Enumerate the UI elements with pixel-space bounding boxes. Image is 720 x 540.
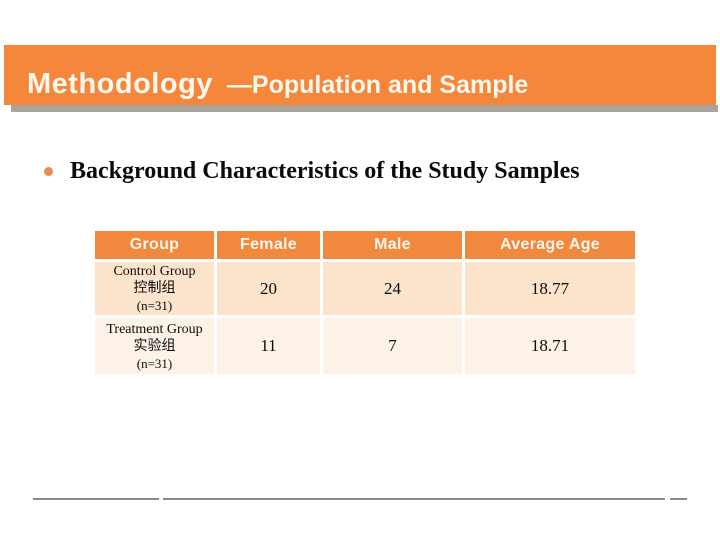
footer-line-center [163,498,665,500]
bullet-item: Background Characteristics of the Study … [44,156,580,186]
footer-line-left [33,498,159,500]
slide-title-primary: Methodology [27,67,213,100]
footer-line-right [670,498,687,500]
table-row: Treatment Group 实验组 (n=31) [95,318,214,374]
group-name-zh: 控制组 [133,281,176,296]
cell-average-age: 18.77 [465,262,635,315]
group-name-zh: 实验组 [133,338,176,354]
cell-male-count: 7 [323,318,462,374]
slide-title-bar: Methodology —Population and Sample [4,45,716,105]
sample-characteristics-table: Group Female Male Average Age Control Gr… [95,231,635,374]
group-name-en: Control Group [113,264,196,279]
cell-average-age: 18.71 [465,318,635,374]
table-header-male: Male [323,231,462,259]
table-row: Control Group 控制组 (n=31) [95,262,214,315]
slide-title-secondary: —Population and Sample [226,70,529,99]
table-header-female: Female [217,231,320,259]
table-header-group: Group [95,231,214,259]
table-header-average-age: Average Age [465,231,635,259]
group-name-en: Treatment Group [106,321,203,337]
title-bar-shadow [11,105,718,112]
cell-female-count: 20 [217,262,320,315]
cell-female-count: 11 [217,318,320,374]
bullet-text: Background Characteristics of the Study … [70,158,580,184]
group-sample-size: (n=31) [136,355,173,371]
group-sample-size: (n=31) [136,298,173,313]
cell-male-count: 24 [323,262,462,315]
bullet-icon [44,167,53,176]
